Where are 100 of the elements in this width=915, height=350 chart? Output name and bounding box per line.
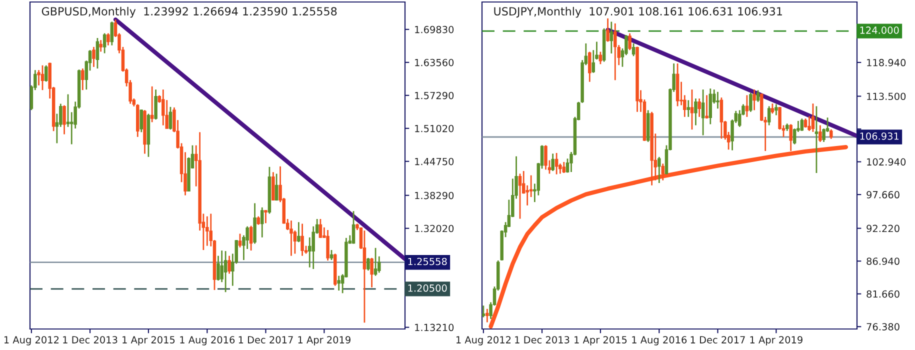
ref-line-label: 1.20500 xyxy=(408,284,447,292)
candlestick xyxy=(40,64,44,91)
candlestick xyxy=(701,88,705,136)
chart-title: GBPUSD,Monthly 1.23992 1.26694 1.23590 1.25558 xyxy=(42,6,337,18)
y-tick-label: 1.13210 xyxy=(415,324,454,332)
candlestick xyxy=(770,102,774,114)
y-tick-label: 81.660 xyxy=(866,290,900,298)
candlestick xyxy=(154,88,158,120)
candlestick xyxy=(150,86,154,123)
y-tick-label: 118.940 xyxy=(867,58,906,66)
candlestick xyxy=(260,206,264,238)
y-tick-label: 76.380 xyxy=(866,323,900,330)
x-tick-label: 1 Aug 2012 xyxy=(456,336,511,346)
candlestick xyxy=(774,104,778,116)
y-tick-label: 92.220 xyxy=(866,224,900,232)
candlestick xyxy=(661,162,665,182)
x-tick-label: 1 Aug 2016 xyxy=(180,336,235,346)
x-tick-label: 1 Dec 2013 xyxy=(515,336,570,344)
x-tick-label: 1 Apr 2019 xyxy=(750,336,802,346)
candlestick xyxy=(800,118,804,132)
candlestick xyxy=(814,106,818,174)
candlestick xyxy=(106,32,110,46)
candlestick xyxy=(686,100,690,118)
y-tick-label: 86.940 xyxy=(866,258,900,265)
candlestick xyxy=(632,42,636,57)
candlestick xyxy=(62,104,66,135)
candlestick xyxy=(690,88,694,130)
candlestick xyxy=(110,20,114,46)
candlestick xyxy=(482,304,486,318)
candlestick xyxy=(698,98,701,118)
candlestick xyxy=(44,64,48,82)
candlestick xyxy=(370,257,374,288)
y-tick-label: 1.44750 xyxy=(415,158,454,166)
candlestick xyxy=(96,37,100,70)
candlestick xyxy=(705,94,708,120)
candlestick xyxy=(767,106,771,126)
candlestick xyxy=(598,51,602,65)
y-tick-label: 1.51020 xyxy=(415,124,454,132)
candlestick xyxy=(708,88,712,125)
candlestick xyxy=(720,96,724,140)
x-tick-label: 1 Dec 2013 xyxy=(63,336,118,344)
y-tick-label: 1.57290 xyxy=(415,92,454,100)
candlestick xyxy=(99,39,102,52)
candlestick xyxy=(102,32,106,54)
candlestick xyxy=(830,128,833,140)
candlestick xyxy=(81,68,84,91)
candlestick xyxy=(337,275,340,292)
candlestick xyxy=(745,94,749,118)
candlestick xyxy=(694,98,698,126)
chart-title: USDJPY,Monthly 107.901 108.161 106.631 106.931 xyxy=(494,6,782,18)
y-tick-label: 102.940 xyxy=(867,158,906,166)
ref-line-label: 124.000 xyxy=(860,26,899,34)
y-tick-label: 1.69830 xyxy=(415,26,454,34)
candlestick xyxy=(756,90,760,103)
candlestick xyxy=(264,209,268,224)
candlestick xyxy=(228,255,231,274)
x-tick-label: 1 Aug 2012 xyxy=(4,336,59,346)
candlestick xyxy=(588,51,592,83)
candlestick xyxy=(300,223,304,257)
candlestick xyxy=(206,216,209,247)
candlestick xyxy=(554,152,558,176)
y-tick-label: 1.32020 xyxy=(415,224,454,232)
ref-line-label: 1.25558 xyxy=(408,258,447,266)
candlestick xyxy=(249,225,253,252)
candlestick xyxy=(326,229,330,262)
candlestick xyxy=(274,173,278,202)
candlestick xyxy=(592,49,595,74)
y-tick-label: 113.500 xyxy=(867,92,906,100)
candlestick xyxy=(544,144,548,170)
candlestick xyxy=(168,106,172,130)
candlestick xyxy=(330,249,334,261)
candlestick xyxy=(606,18,610,42)
candlestick xyxy=(716,91,720,110)
candlestick xyxy=(140,108,143,133)
y-tick-label: 1.63560 xyxy=(415,58,454,66)
candlestick xyxy=(658,156,661,184)
candlestick xyxy=(238,233,242,248)
candlestick xyxy=(352,210,356,244)
x-tick-label: 1 Dec 2017 xyxy=(690,336,745,344)
candlestick xyxy=(562,161,566,174)
candlestick xyxy=(92,46,96,68)
x-tick-label: 1 Dec 2017 xyxy=(238,336,293,344)
candlestick xyxy=(749,92,752,113)
y-tick-label: 1.38290 xyxy=(415,192,454,200)
candlestick xyxy=(162,88,165,126)
ref-line-label: 106.931 xyxy=(860,132,899,140)
x-tick-label: 1 Aug 2016 xyxy=(632,336,687,346)
candlestick xyxy=(610,21,614,54)
candlestick xyxy=(272,171,275,201)
candlestick xyxy=(37,69,40,86)
x-tick-label: 1 Apr 2015 xyxy=(122,336,175,346)
x-tick-label: 1 Apr 2015 xyxy=(574,336,627,346)
candlestick xyxy=(318,218,322,239)
candlestick xyxy=(551,152,554,172)
x-tick-label: 1 Apr 2019 xyxy=(298,336,350,346)
candlestick xyxy=(628,32,632,51)
candlestick xyxy=(366,257,370,272)
candlestick xyxy=(518,173,522,220)
candlestick xyxy=(614,22,617,81)
candlestick xyxy=(224,250,228,293)
